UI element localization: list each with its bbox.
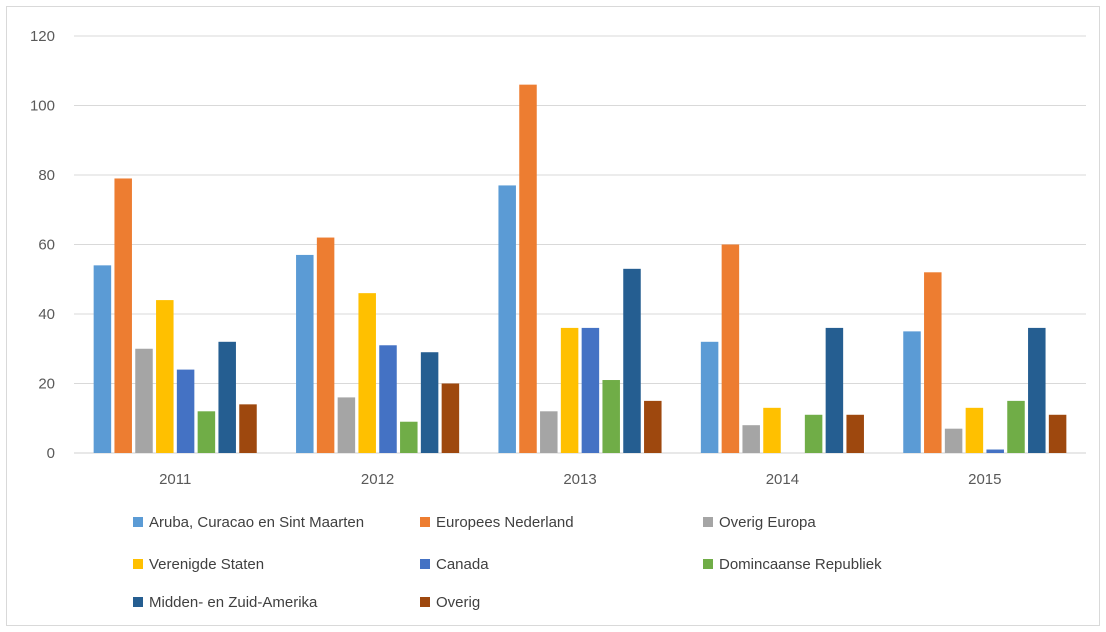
bar-2015-series-7	[1028, 327, 1046, 453]
bar-2011-series-4	[156, 300, 174, 453]
legend-swatch	[703, 559, 713, 569]
y-axis-ticks: 0 20 40 60 80 100 120	[30, 28, 55, 462]
bar-2015-series-3	[944, 428, 963, 453]
bar-2013-series-1	[498, 185, 516, 454]
x-tick-label: 2011	[159, 471, 191, 488]
bar-2013-series-5	[581, 327, 600, 453]
bar-2012-series-2	[316, 237, 335, 453]
y-tick-label: 40	[38, 306, 55, 323]
legend-label: Overig Europa	[719, 514, 816, 531]
legend-label: Canada	[436, 556, 489, 573]
bar-2011-series-1	[93, 265, 112, 453]
chart-frame	[6, 6, 1100, 626]
x-tick-label: 2014	[766, 471, 799, 488]
legend-item: Overig Europa	[703, 514, 816, 531]
y-tick-label: 0	[47, 445, 55, 462]
legend-swatch	[703, 517, 713, 527]
bar-2012-series-5	[379, 345, 397, 453]
bar-2014-series-8	[846, 414, 864, 453]
bar-2011-series-2	[114, 178, 132, 453]
bar-2015-series-8	[1048, 414, 1067, 453]
bar-2015-series-6	[1007, 400, 1025, 453]
bar-2011-series-6	[197, 411, 216, 453]
legend-label: Midden- en Zuid-Amerika	[149, 594, 318, 611]
bar-2015-series-4	[965, 407, 984, 453]
bar-2013-series-4	[560, 327, 579, 453]
legend-item: Canada	[420, 556, 489, 573]
y-tick-label: 20	[38, 376, 55, 393]
legend-label: Verenigde Staten	[149, 556, 264, 573]
bar-2013-series-6	[602, 380, 620, 453]
bar-2015-series-5	[986, 449, 1004, 453]
legend-item: Europees Nederland	[420, 514, 574, 531]
bar-2011-series-3	[135, 348, 153, 453]
y-tick-label: 120	[30, 28, 55, 45]
legend-swatch	[420, 559, 430, 569]
legend-label: Domincaanse Republiek	[719, 556, 882, 573]
bar-2012-series-8	[441, 383, 460, 453]
y-tick-label: 80	[38, 167, 55, 184]
bar-2014-series-6	[804, 414, 823, 453]
bar-2012-series-7	[420, 352, 439, 453]
bar-2014-series-7	[825, 327, 844, 453]
legend-item: Domincaanse Republiek	[703, 556, 882, 573]
legend-label: Overig	[436, 594, 480, 611]
bar-2013-series-3	[540, 411, 558, 453]
bar-2014-series-3	[742, 425, 760, 453]
bars	[93, 84, 1067, 454]
bar-2015-series-1	[903, 331, 921, 453]
bar-2011-series-8	[239, 404, 257, 453]
legend-item: Verenigde Staten	[133, 556, 264, 573]
bar-2012-series-3	[337, 397, 356, 453]
bar-2012-series-1	[296, 254, 314, 453]
legend-swatch	[420, 517, 430, 527]
bar-2012-series-6	[400, 421, 418, 453]
legend-item: Aruba, Curacao en Sint Maarten	[133, 514, 364, 531]
legend-item: Midden- en Zuid-Amerika	[133, 594, 318, 611]
legend-label: Aruba, Curacao en Sint Maarten	[149, 514, 364, 531]
bar-2014-series-2	[721, 244, 740, 453]
legend-swatch	[420, 597, 430, 607]
y-tick-label: 60	[38, 237, 55, 254]
bar-2012-series-4	[358, 293, 376, 453]
bar-2013-series-2	[519, 84, 537, 454]
x-axis-ticks: 2011 2012 2013 2014 2015	[159, 471, 1001, 488]
x-tick-label: 2015	[968, 471, 1001, 488]
bar-2011-series-5	[176, 369, 195, 453]
bar-2014-series-4	[763, 407, 781, 453]
legend: Aruba, Curacao en Sint Maarten Europees N…	[133, 514, 882, 611]
x-tick-label: 2012	[361, 471, 394, 488]
legend-swatch	[133, 517, 143, 527]
legend-swatch	[133, 597, 143, 607]
bar-2014-series-1	[700, 341, 719, 453]
x-tick-label: 2013	[563, 471, 596, 488]
legend-item: Overig	[420, 594, 480, 611]
legend-label: Europees Nederland	[436, 514, 574, 531]
bar-2015-series-2	[924, 272, 942, 453]
bar-2013-series-8	[644, 400, 662, 453]
bar-2011-series-7	[218, 341, 236, 453]
legend-swatch	[133, 559, 143, 569]
bar-2013-series-7	[623, 268, 641, 453]
y-tick-label: 100	[30, 98, 55, 115]
